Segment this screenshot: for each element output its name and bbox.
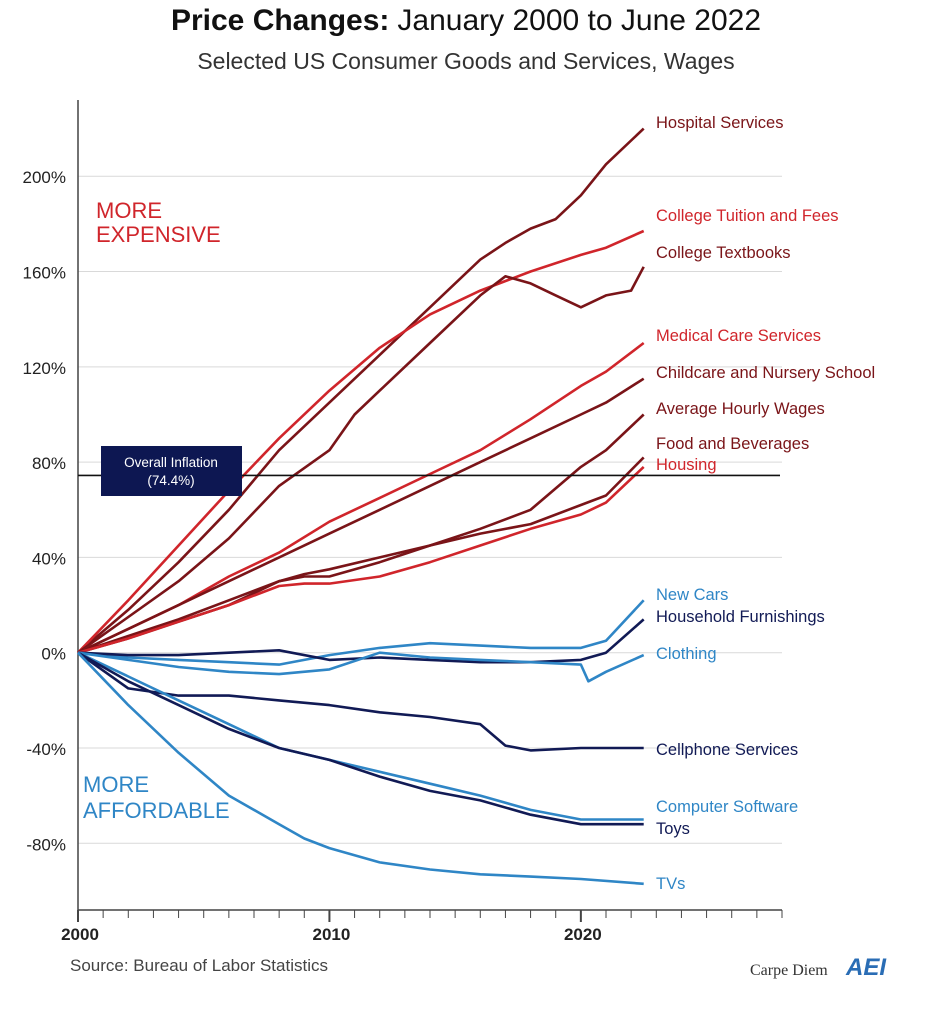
series-line-childcare-and-nursery-school (77, 377, 645, 654)
y-tick-label: 0% (41, 645, 66, 664)
series-line-computer-software (77, 651, 644, 821)
series-label-new-cars: New Cars (656, 586, 728, 604)
series-group (77, 127, 645, 886)
series-line-tvs (77, 651, 644, 886)
series-label-household-furnishings: Household Furnishings (656, 608, 825, 626)
more-expensive-label-2: EXPENSIVE (96, 222, 221, 247)
series-line-college-textbooks (77, 266, 645, 654)
series-label-average-hourly-wages: Average Hourly Wages (656, 400, 825, 418)
series-label-food-and-beverages: Food and Beverages (656, 435, 809, 453)
brand-name: Carpe Diem (750, 962, 828, 979)
title-bold: Price Changes: (170, 4, 390, 37)
series-label-childcare-and-nursery-school: Childcare and Nursery School (656, 364, 875, 382)
x-tick-label: 2000 (61, 925, 99, 944)
chart-subtitle: Selected US Consumer Goods and Services,… (197, 48, 735, 74)
x-tick-label: 2020 (564, 925, 602, 944)
inflation-value: (74.4%) (147, 473, 194, 488)
title-rest: January 2000 to June 2022 (397, 4, 762, 37)
axes: 200% 160% 120% 80% 40% 0% -40% -80% 2000 2010 2020 (23, 100, 783, 944)
series-label-toys: Toys (656, 820, 690, 838)
series-label-college-tuition-and-fees: College Tuition and Fees (656, 207, 839, 225)
y-tick-label: 120% (23, 359, 66, 378)
source-note: Source: Bureau of Labor Statistics (70, 956, 328, 975)
series-line-hospital-services (77, 127, 645, 654)
series-labels: Hospital Services College Tuition and Fee… (656, 114, 875, 893)
y-tick-label: -80% (26, 835, 66, 854)
series-label-housing: Housing (656, 456, 717, 474)
y-tick-label: 40% (32, 549, 66, 568)
annotations: MORE EXPENSIVE MORE AFFORDABLE (83, 198, 230, 823)
series-line-cellphone-services (77, 651, 644, 752)
inflation-box (101, 446, 242, 496)
series-line-new-cars (77, 599, 645, 666)
series-label-medical-care-services: Medical Care Services (656, 327, 821, 345)
more-expensive-label-1: MORE (96, 198, 162, 223)
series-label-clothing: Clothing (656, 645, 717, 663)
series-label-computer-software: Computer Software (656, 798, 798, 816)
series-label-hospital-services: Hospital Services (656, 114, 783, 132)
series-line-housing (77, 465, 645, 654)
series-line-average-hourly-wages (77, 413, 645, 654)
y-tick-label: 200% (23, 168, 66, 187)
series-line-college-tuition-and-fees (77, 229, 645, 654)
series-label-tvs: TVs (656, 875, 685, 893)
aei-logo: AEI (846, 954, 887, 981)
y-tick-label: -40% (26, 740, 66, 759)
chart-title: Price Changes: January 2000 to June 2022 (0, 4, 932, 38)
inflation-marker: Overall Inflation (74.4%) (78, 446, 780, 496)
series-line-toys (77, 651, 644, 826)
series-label-college-textbooks: College Textbooks (656, 244, 791, 262)
y-tick-label: 160% (23, 264, 66, 283)
series-label-cellphone-services: Cellphone Services (656, 741, 798, 759)
more-affordable-label-2: AFFORDABLE (83, 798, 230, 823)
x-tick-label: 2010 (313, 925, 351, 944)
grid (78, 175, 782, 844)
series-line-household-furnishings (77, 618, 645, 664)
more-affordable-label-1: MORE (83, 772, 149, 797)
y-tick-label: 80% (32, 454, 66, 473)
series-line-clothing (77, 651, 645, 683)
series-line-medical-care-services (77, 341, 645, 654)
inflation-label: Overall Inflation (124, 455, 218, 470)
